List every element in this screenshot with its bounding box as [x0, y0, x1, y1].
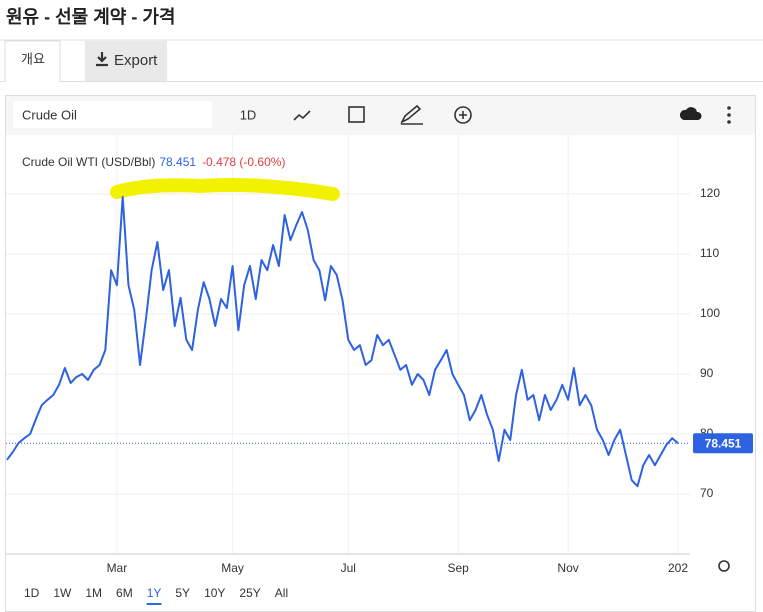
y-tick-label: 90: [700, 366, 714, 380]
highlight-annotation: [110, 178, 340, 201]
export-icon: [96, 52, 108, 67]
y-tick-label: 110: [700, 246, 719, 260]
plot-background: [6, 135, 755, 611]
x-tick-label: Mar: [107, 561, 128, 575]
y-tick-label: 100: [700, 306, 720, 320]
x-tick-label: Nov: [557, 561, 578, 575]
x-tick-label: May: [221, 561, 244, 575]
range-button[interactable]: 1M: [85, 586, 102, 600]
legend-name: Crude Oil WTI (USD/Bbl): [22, 155, 155, 169]
range-button[interactable]: 1D: [24, 586, 40, 600]
tab-border: [4, 40, 61, 82]
calendar-icon[interactable]: [348, 106, 365, 123]
y-tick-label: 70: [700, 486, 714, 500]
add-icon-plus: [459, 111, 467, 119]
range-button[interactable]: 6M: [116, 586, 133, 600]
export-button[interactable]: [85, 41, 167, 81]
x-tick-label: Jul: [341, 561, 356, 575]
last-price-label: 78.451: [705, 436, 742, 450]
symbol-input[interactable]: [13, 101, 212, 128]
y-tick-label: 120: [700, 186, 720, 200]
tab[interactable]: 개요: [21, 51, 45, 66]
range-button[interactable]: 1Y: [147, 586, 162, 600]
legend-change: -0.478 (-0.60%): [202, 155, 285, 169]
menu-icon: [727, 120, 731, 124]
last-price-tag: [693, 433, 753, 454]
draw-icon[interactable]: [400, 104, 423, 125]
range-button[interactable]: All: [275, 586, 288, 600]
page-title: 원유 - 선물 계약 - 가격: [6, 6, 175, 27]
x-tick-label: Sep: [448, 561, 470, 575]
interval-button[interactable]: 1D: [240, 107, 257, 122]
symbol-text[interactable]: Crude Oil: [22, 107, 77, 122]
range-button[interactable]: 1W: [53, 586, 72, 600]
menu-icon[interactable]: [727, 106, 731, 110]
range-button[interactable]: 25Y: [239, 586, 260, 600]
price-line: [6, 196, 679, 488]
range-button[interactable]: 10Y: [204, 586, 225, 600]
settings-icon[interactable]: [718, 560, 730, 572]
menu-icon: [727, 113, 731, 117]
range-selector: 1D 1W 1M 6M 1Y 5Y 10Y 25Y All: [24, 586, 288, 605]
export-label[interactable]: Export: [114, 52, 158, 69]
x-tick-label: 202: [668, 561, 688, 575]
download-icon[interactable]: [679, 107, 702, 120]
range-button[interactable]: 5Y: [175, 586, 190, 600]
chart-type-icon[interactable]: [293, 110, 311, 121]
grid: [6, 134, 690, 554]
add-icon[interactable]: [454, 106, 472, 124]
legend-price: 78.451: [159, 155, 196, 169]
